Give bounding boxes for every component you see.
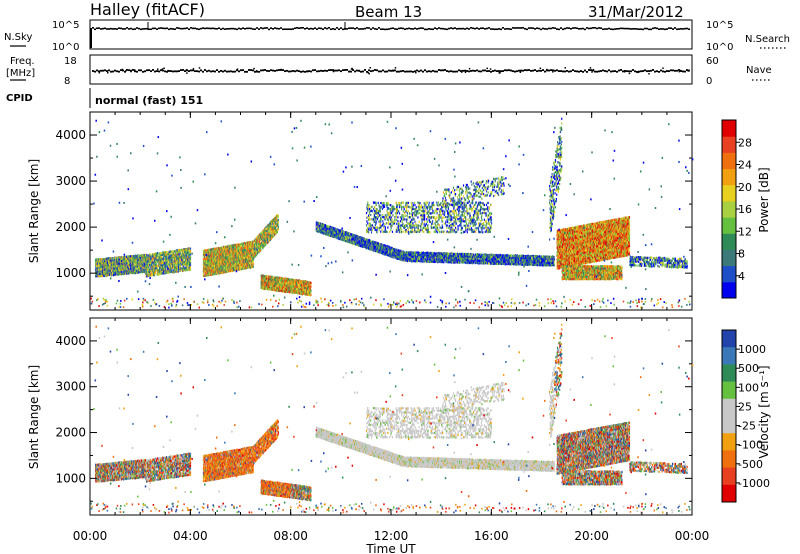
freq-trace xyxy=(92,67,690,74)
cpid-label: CPID xyxy=(6,93,33,104)
nsearch-label: N.Search xyxy=(745,34,790,45)
power-colorbar-label: Power [dB] xyxy=(757,167,771,232)
colorbar-tick-label: 8 xyxy=(738,248,745,261)
nsky-hi-label: 10^5 xyxy=(52,20,79,31)
colorbar-tick-label: -1000 xyxy=(738,477,770,490)
colorbar-tick-label: 20 xyxy=(738,181,752,194)
colorbar-tick-label: 25 xyxy=(738,400,752,413)
freq-lo-label: 8 xyxy=(64,76,70,87)
freq-hi-label: 18 xyxy=(64,56,77,67)
x-tick-label: 04:00 xyxy=(173,529,208,543)
nsearch-hi-label: 10^5 xyxy=(706,20,733,31)
cpid-value: normal (fast) 151 xyxy=(95,94,203,107)
velocity-panel: 1000 2000 3000 4000 Slant Range [km] 1000 50… xyxy=(27,318,771,515)
nave-lo-label: 0 xyxy=(706,76,712,87)
colorbar-tick-label: 24 xyxy=(738,159,752,172)
x-tick-label: 00:00 xyxy=(675,529,710,543)
x-tick-label: 20:00 xyxy=(574,529,609,543)
date-title: 31/Mar/2012 xyxy=(588,3,684,21)
freq-strip: Freq. [MHz] 18 8 60 0 Nave xyxy=(6,55,772,87)
y-tick-label: 4000 xyxy=(55,334,86,348)
y-tick-label: 1000 xyxy=(55,266,86,280)
colorbar-tick-label: 16 xyxy=(738,203,752,216)
colorbar-tick-label: 100 xyxy=(738,381,759,394)
x-axis-label: Time UT xyxy=(365,542,416,554)
colorbar-tick-label: 1000 xyxy=(738,343,766,356)
nsky-lo-label: 10^0 xyxy=(52,42,79,53)
velocity-ylabel: Slant Range [km] xyxy=(27,365,41,469)
colorbar-tick-label: 28 xyxy=(738,136,752,149)
x-tick-label: 00:00 xyxy=(73,529,108,543)
colorbar-tick-label: 12 xyxy=(738,225,752,238)
y-tick-label: 3000 xyxy=(55,174,86,188)
freq-label-line2: [MHz] xyxy=(6,68,35,79)
velocity-colorbar-label: Velocity [m s⁻¹] xyxy=(757,365,771,458)
station-title: Halley (fitACF) xyxy=(90,0,205,19)
colorbar-tick-label: 4 xyxy=(738,270,745,283)
nsky-trace xyxy=(91,22,690,48)
cpid-row: CPID normal (fast) 151 xyxy=(6,88,203,108)
power-panel: 1000 2000 3000 4000 Slant Range [km] 4 8 12 16… xyxy=(27,112,771,310)
nave-label: Nave xyxy=(746,65,772,76)
y-tick-label: 4000 xyxy=(55,128,86,142)
colorbar-tick-label: -500 xyxy=(738,458,763,471)
y-tick-label: 1000 xyxy=(55,471,86,485)
freq-label-line1: Freq. xyxy=(10,56,35,67)
beam-title: Beam 13 xyxy=(355,3,422,21)
nsky-label: N.Sky xyxy=(4,32,32,43)
y-tick-label: 3000 xyxy=(55,380,86,394)
power-colorbar: 4 8 12 16 20 24 28 xyxy=(722,120,752,299)
y-tick-label: 2000 xyxy=(55,426,86,440)
y-tick-label: 2000 xyxy=(55,220,86,234)
nsky-strip: N.Sky 10^5 10^0 10^5 10^0 N.Search xyxy=(4,20,790,53)
colorbar-tick-label: -25 xyxy=(738,420,756,433)
colorbar-tick-label: 500 xyxy=(738,362,759,375)
nave-hi-label: 60 xyxy=(706,56,719,67)
x-tick-label: 08:00 xyxy=(273,529,308,543)
radar-figure: Halley (fitACF) Beam 13 31/Mar/2012 N.Sk… xyxy=(0,0,800,554)
power-ylabel: Slant Range [km] xyxy=(27,159,41,263)
x-tick-label: 16:00 xyxy=(474,529,509,543)
nsearch-lo-label: 10^0 xyxy=(706,42,733,53)
x-tick-label: 12:00 xyxy=(374,529,409,543)
